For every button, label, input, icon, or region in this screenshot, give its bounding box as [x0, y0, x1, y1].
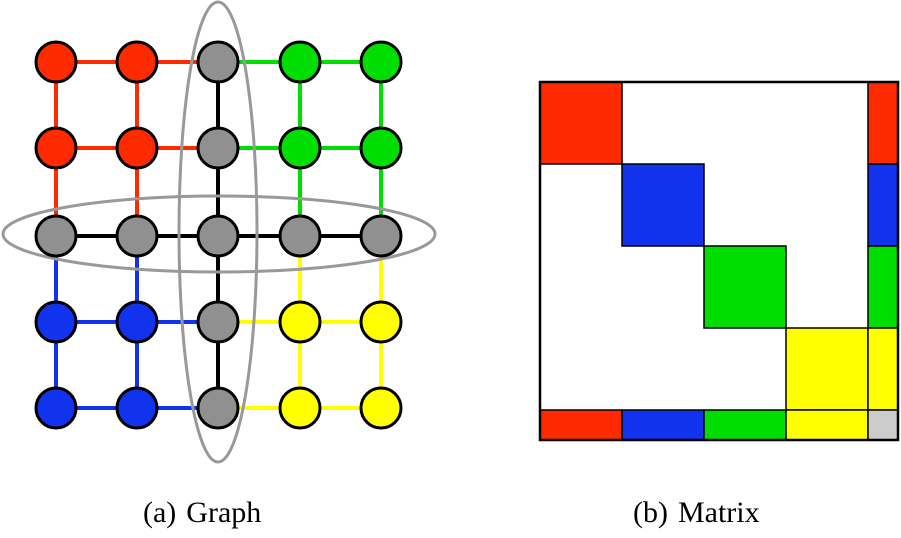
graph-node-1-3-green [278, 126, 322, 170]
matrix-border-row-red [539, 409, 623, 441]
matrix-border-row-green [703, 409, 787, 441]
graph-node-0-4-green [359, 40, 403, 84]
matrix-caption: (b) Matrix [633, 496, 760, 530]
graph-node-3-4-yellow [359, 300, 403, 344]
graph-node-3-1-blue [115, 300, 159, 344]
graph-node-2-3-gray [278, 214, 322, 258]
graph-node-0-1-red [115, 40, 159, 84]
graph-node-0-2-gray [196, 40, 240, 84]
graph-node-1-4-green [359, 126, 403, 170]
matrix-border-column-green [867, 245, 899, 329]
matrix-diagonal-block-red [539, 81, 623, 165]
separator-ellipses [1, 0, 437, 464]
graph-node-4-3-yellow [278, 386, 322, 430]
graph-node-1-2-gray [196, 126, 240, 170]
matrix-corner-block [867, 409, 899, 441]
matrix-diagonal-block-blue [621, 163, 705, 247]
matrix-border-column-yellow [867, 327, 899, 411]
graph-node-2-1-gray [115, 214, 159, 258]
matrix-border-column-red [867, 81, 899, 165]
graph-node-2-4-gray [359, 214, 403, 258]
graph-node-0-0-red [34, 40, 78, 84]
graph-caption: (a) Graph [143, 496, 261, 530]
graph-panel [1, 0, 437, 464]
graph-node-4-1-blue [115, 386, 159, 430]
matrix-panel [538, 80, 900, 442]
graph-nodes [34, 40, 403, 430]
matrix-diagonal-block-green [703, 245, 787, 329]
matrix-outline [538, 80, 900, 442]
graph-node-4-4-yellow [359, 386, 403, 430]
graph-caption-label: Graph [186, 496, 262, 529]
matrix-diagonal-block-yellow [785, 327, 869, 411]
graph-node-2-0-gray [34, 214, 78, 258]
matrix-border-row-blue [621, 409, 705, 441]
graph-node-1-0-red [34, 126, 78, 170]
graph-node-4-2-gray [196, 386, 240, 430]
graph-node-0-3-green [278, 40, 322, 84]
matrix-border-column-blue [867, 163, 899, 247]
graph-caption-tag: (a) [143, 496, 177, 529]
matrix-caption-tag: (b) [633, 496, 668, 529]
matrix-caption-label: Matrix [677, 496, 760, 529]
graph-node-3-0-blue [34, 300, 78, 344]
graph-node-4-0-blue [34, 386, 78, 430]
graph-node-2-2-gray [196, 214, 240, 258]
graph-node-3-2-gray [196, 300, 240, 344]
matrix-border-row-yellow [785, 409, 869, 441]
vertical-separator-ellipse [177, 0, 259, 464]
horizontal-separator-ellipse [1, 194, 437, 274]
graph-node-1-1-red [115, 126, 159, 170]
graph-node-3-3-yellow [278, 300, 322, 344]
